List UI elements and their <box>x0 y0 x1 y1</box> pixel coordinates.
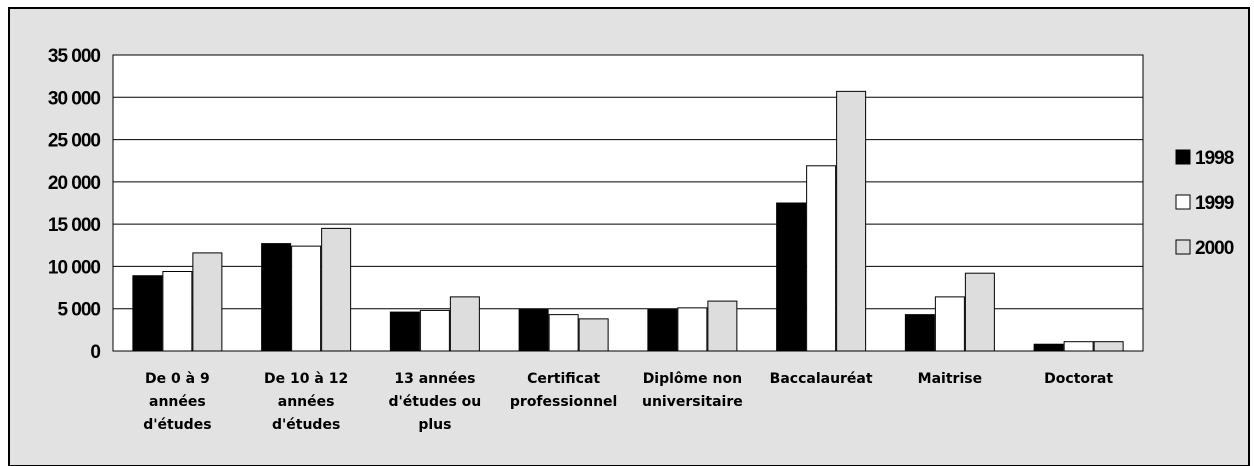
legend-swatch-1999 <box>1175 194 1191 210</box>
x-tick-label: Maitrise <box>918 371 982 387</box>
bar-1999 <box>806 165 837 352</box>
legend-label: 1998 <box>1195 148 1234 169</box>
legend-swatch-2000 <box>1175 239 1191 255</box>
bar-2000 <box>964 272 995 352</box>
y-tick-label: 0 <box>90 342 100 363</box>
bar-2000 <box>1093 341 1124 352</box>
bar-2000 <box>321 227 352 352</box>
y-tick-label: 30 000 <box>48 88 101 109</box>
bars <box>132 90 1124 352</box>
x-tick-label: Certificat professionnel <box>510 371 617 410</box>
x-axis-tick-labels: De 0 à 9 années d'études De 10 à 12 années d'… <box>143 371 1113 433</box>
y-tick-label: 20 000 <box>48 173 101 194</box>
y-tick-label: 25 000 <box>48 131 101 152</box>
legend-label: 2000 <box>1195 238 1234 259</box>
bar-2000 <box>707 300 738 352</box>
x-tick-label-line: plus <box>418 417 451 433</box>
bar-2000 <box>192 252 223 352</box>
y-tick-label: 5 000 <box>57 300 100 321</box>
bar-1999 <box>291 245 322 352</box>
y-tick-label: 15 000 <box>48 215 101 236</box>
bar-1998 <box>389 311 420 352</box>
y-tick-label: 10 000 <box>48 257 101 278</box>
x-tick-label: Baccalauréat <box>770 371 873 387</box>
x-tick-label-line: années <box>149 394 206 410</box>
y-tick-label: 35 000 <box>48 46 101 67</box>
x-tick-label-line: Baccalauréat <box>770 371 873 387</box>
x-tick-label-line: universitaire <box>642 394 743 410</box>
bar-1999 <box>419 309 450 352</box>
x-tick-label: Doctorat <box>1044 371 1113 387</box>
bar-1999 <box>934 296 965 352</box>
bar-1999 <box>1063 341 1094 352</box>
x-tick-label-line: Maitrise <box>918 371 982 387</box>
legend: 1998 1999 2000 <box>1175 148 1235 259</box>
bar-1998 <box>132 275 163 352</box>
bar-1998 <box>261 243 292 352</box>
x-tick-label-line: De 0 à 9 <box>145 371 210 387</box>
legend-swatch-1998 <box>1175 149 1191 165</box>
x-tick-label-line: d'études ou <box>388 394 481 410</box>
x-tick-label: De 0 à 9 années d'études <box>143 371 211 433</box>
x-tick-label-line: De 10 à 12 <box>264 371 348 387</box>
bar-2000 <box>449 296 480 352</box>
bar-1998 <box>904 314 935 352</box>
x-tick-label: 13 années d'études ou plus <box>388 371 481 433</box>
bar-1998 <box>518 309 549 352</box>
bar-1998 <box>776 202 807 352</box>
x-tick-label: Diplôme non universitaire <box>642 371 743 410</box>
bar-1998 <box>1033 343 1064 352</box>
x-tick-label-line: d'études <box>143 417 211 433</box>
x-tick-label-line: Diplôme non <box>643 371 742 387</box>
x-tick-label: De 10 à 12 années d'études <box>264 371 348 433</box>
bar-1998 <box>647 309 678 352</box>
bar-1999 <box>677 307 708 352</box>
bar-2000 <box>578 318 609 352</box>
y-axis-tick-labels: 0 5 000 10 000 15 000 20 000 25 000 30 000 35 0… <box>48 46 102 363</box>
x-tick-label-line: Certificat <box>527 371 600 387</box>
x-tick-label-line: années <box>278 394 335 410</box>
bar-1999 <box>548 314 579 352</box>
x-tick-label-line: professionnel <box>510 394 617 410</box>
bar-1999 <box>162 271 193 352</box>
bar-2000 <box>836 90 867 352</box>
legend-label: 1999 <box>1195 193 1234 214</box>
x-tick-label-line: Doctorat <box>1044 371 1113 387</box>
x-tick-label-line: 13 années <box>394 371 475 387</box>
x-tick-label-line: d'études <box>272 417 340 433</box>
